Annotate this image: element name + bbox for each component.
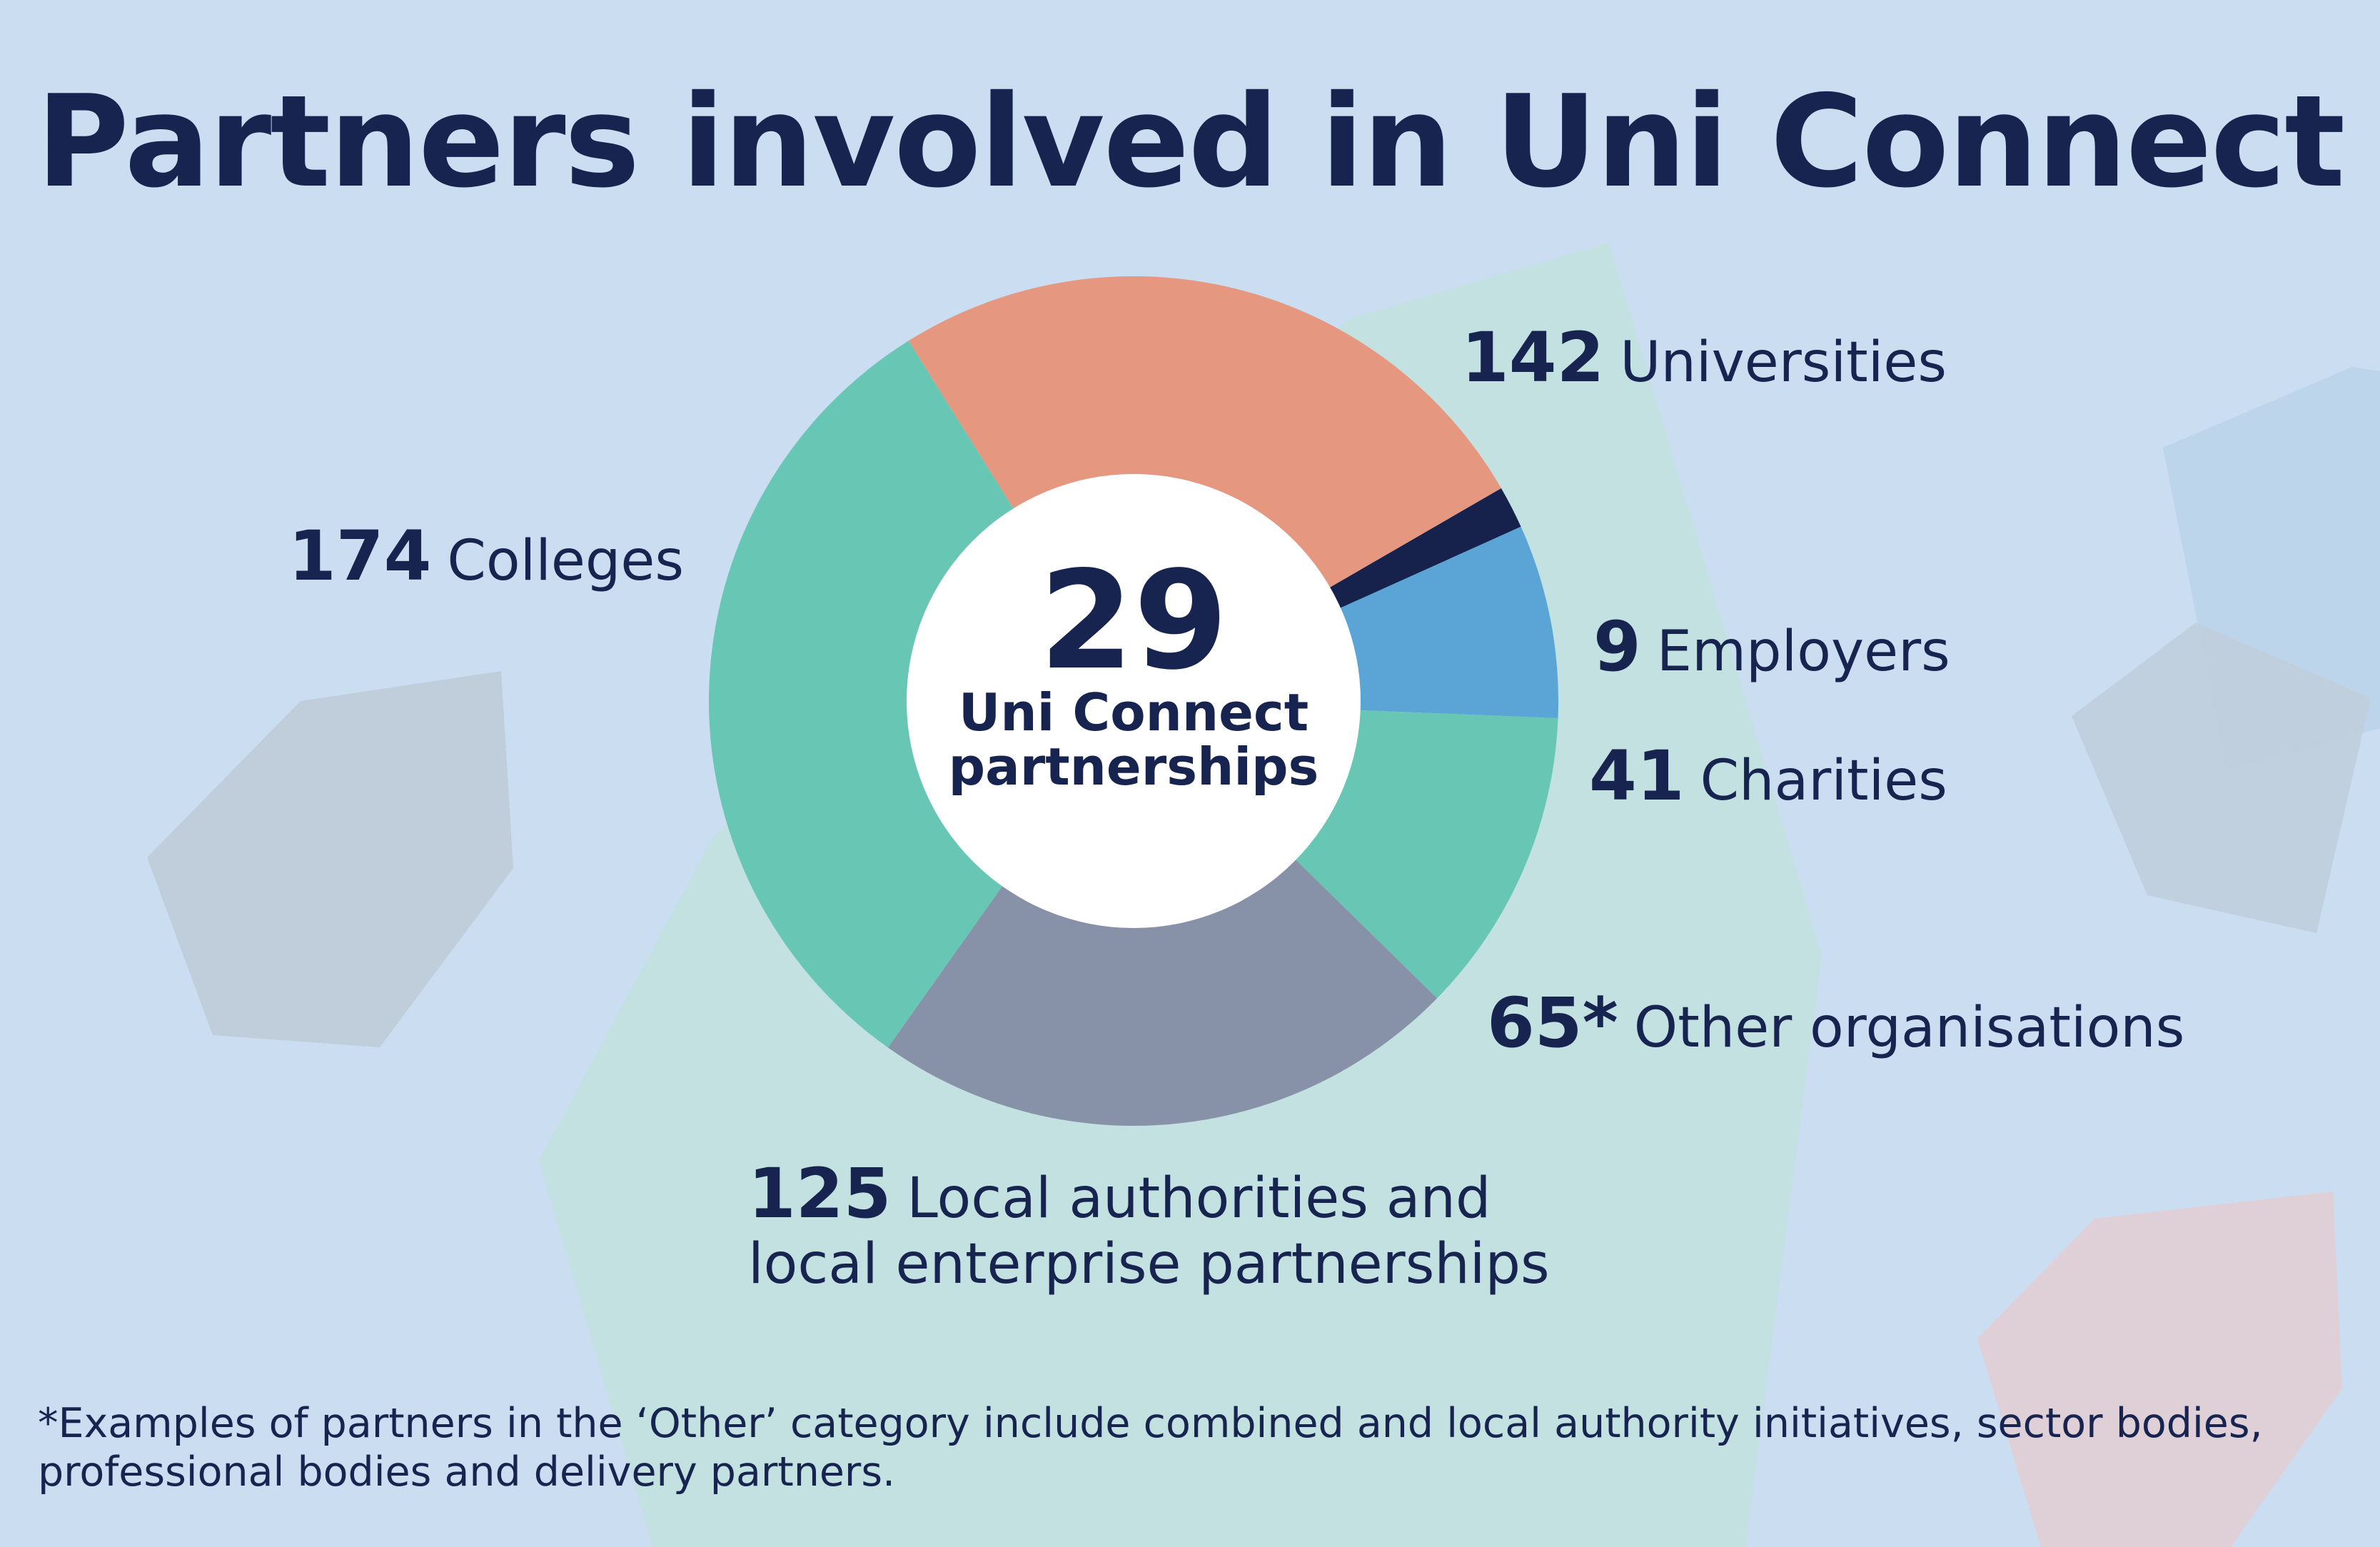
label-charities: 41 Charities [1589, 742, 1947, 814]
legend-other-text: Other organisations [1633, 996, 2185, 1060]
bg-shape-pink [1977, 1191, 2342, 1547]
center-label-1: Uni Connect [958, 682, 1309, 742]
data-label-universities: 142 [1461, 318, 1605, 398]
data-label-local-authorities: 125 [748, 1154, 892, 1234]
donut-hole [907, 474, 1361, 928]
legend-universities: Universities [1620, 331, 1947, 395]
label-colleges: 174 Colleges [288, 522, 685, 594]
data-label-colleges: 174 [288, 516, 432, 596]
center-value: 29 [1039, 542, 1229, 700]
legend-employers: Employers [1656, 620, 1950, 684]
bg-shape-gray-left [147, 671, 513, 1047]
label-employers: 9 Employers [1593, 613, 1950, 685]
label-other: 65* Other organisations [1487, 989, 2185, 1061]
data-label-employers: 9 [1593, 607, 1641, 687]
page-title: Partners involved in Uni Connect [36, 68, 2346, 216]
data-label-charities: 41 [1589, 736, 1685, 816]
footnote: *Examples of partners in the ‘Other’ cat… [38, 1400, 2263, 1496]
legend-colleges: Colleges [447, 529, 685, 593]
bg-shape-gray-right [2072, 623, 2371, 933]
center-label-2: partnerships [948, 737, 1319, 797]
legend-local-authorities-2: local enterprise partnerships [748, 1232, 1550, 1296]
legend-local-authorities-1: Local authorities and [907, 1166, 1491, 1231]
label-local-authorities: 125 Local authorities and local enterprise… [748, 1159, 1550, 1297]
legend-charities: Charities [1700, 749, 1947, 813]
data-label-other: 65* [1487, 983, 1618, 1063]
label-universities: 142 Universities [1461, 323, 1947, 395]
